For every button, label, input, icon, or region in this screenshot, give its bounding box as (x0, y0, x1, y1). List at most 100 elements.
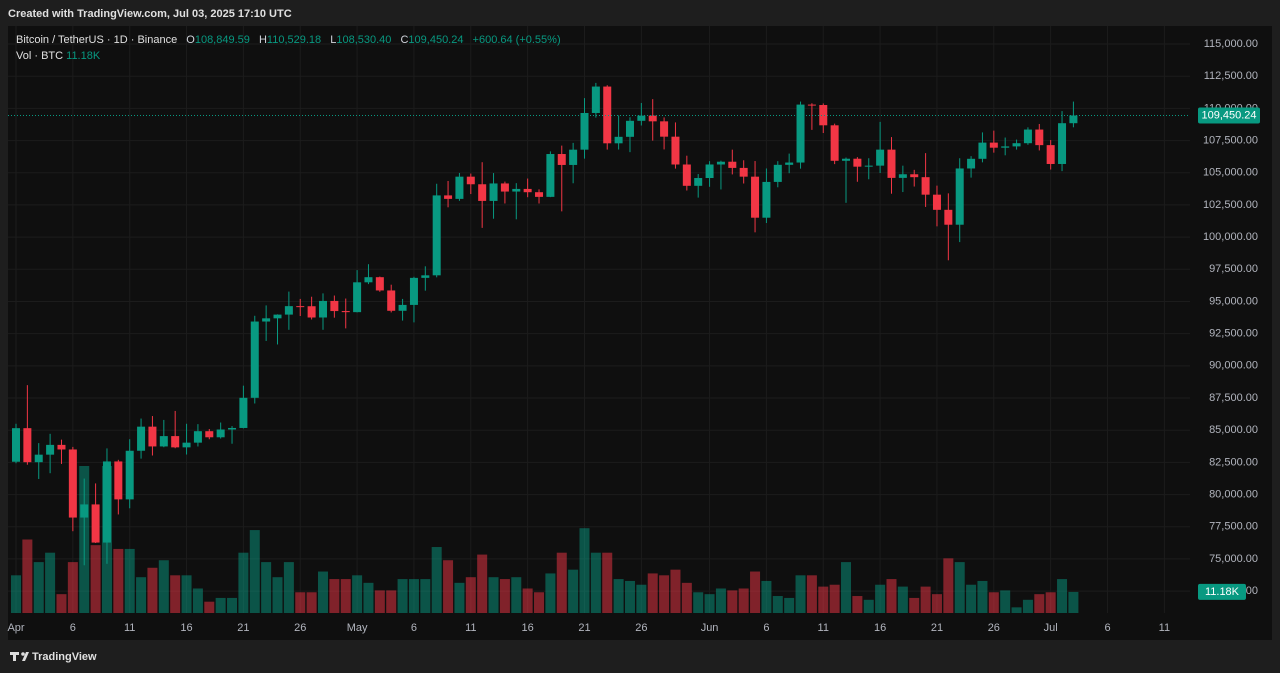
volume-bar (56, 594, 67, 613)
candle-body (682, 164, 691, 186)
x-tick-label: 11 (465, 622, 476, 634)
candle-body (785, 162, 794, 165)
candle-body (853, 158, 862, 167)
low-value: 108,530.40 (336, 34, 391, 46)
candle-body (330, 300, 339, 312)
volume-bar (499, 579, 510, 613)
volume-bar (283, 562, 294, 613)
candle-body (887, 149, 896, 178)
volume-bar (659, 575, 670, 613)
y-tick-label: 112,500.00 (1204, 70, 1258, 82)
volume-bar (33, 562, 44, 613)
open-prefix: O (186, 34, 195, 46)
candle-body (512, 188, 521, 192)
candle-body (182, 442, 191, 448)
x-tick-label: 16 (874, 622, 886, 634)
candle-body (398, 304, 407, 311)
candle-body (353, 282, 362, 313)
low-prefix: L (330, 34, 336, 46)
open-value: 108,849.59 (195, 34, 250, 46)
volume-bar (329, 579, 340, 613)
x-tick-label: Jul (1044, 622, 1058, 634)
candle-body (318, 300, 327, 318)
volume-bar (67, 562, 78, 613)
candle-body (12, 428, 20, 462)
candle-body (739, 167, 748, 177)
volume-bar (477, 554, 488, 613)
candle-body (807, 104, 816, 106)
candle-body (842, 158, 851, 161)
candle-body (455, 176, 464, 199)
candle-body (239, 397, 248, 428)
candle-body (944, 209, 953, 225)
candle-body (728, 161, 737, 168)
x-tick-label: 26 (294, 622, 306, 634)
candle-body (1023, 129, 1032, 144)
volume-value: 11.18K (66, 50, 101, 62)
x-tick-label: 26 (988, 622, 1000, 634)
volume-bar (579, 528, 590, 613)
y-tick-label: 77,500.00 (1209, 521, 1258, 533)
candle-body (375, 277, 384, 291)
volume-bar (113, 548, 124, 613)
candle-body (864, 165, 873, 167)
volume-bar (1057, 579, 1068, 613)
candle-body (159, 436, 168, 447)
candle-body (546, 154, 555, 197)
candle-body (762, 181, 771, 218)
volume-bar (829, 584, 840, 613)
volume-bar (624, 580, 635, 613)
volume-bar (22, 539, 33, 613)
volume-bar (317, 571, 328, 613)
volume-bar (772, 596, 783, 613)
volume-bar (750, 571, 761, 613)
candle-body (978, 142, 987, 159)
candle-body (57, 444, 66, 450)
volume-bar (238, 552, 249, 613)
x-tick-label: 6 (411, 622, 417, 634)
volume-bar (954, 562, 965, 613)
x-tick-label: 21 (237, 622, 249, 634)
volume-bar (227, 597, 238, 613)
candle-body (91, 504, 100, 543)
candle-body (387, 290, 396, 311)
volume-bar (158, 560, 169, 613)
candle-body (125, 450, 134, 500)
volume-bar (613, 579, 624, 613)
y-tick-label: 80,000.00 (1209, 488, 1258, 500)
candle-body (114, 461, 123, 500)
candle-body (614, 136, 623, 144)
candle-body (625, 120, 634, 137)
candle-body (694, 178, 703, 186)
volume-bar (420, 579, 431, 613)
brand-logo (10, 652, 29, 661)
volume-bar (897, 586, 908, 613)
axes: 72,500.0075,000.0077,500.0080,000.0082,5… (7, 38, 1260, 634)
x-tick-label: 11 (818, 622, 829, 634)
candle-body (432, 195, 441, 276)
volume-bar (977, 580, 988, 613)
candle-body (830, 125, 839, 161)
candle-body (307, 306, 316, 318)
candle-body (364, 277, 373, 283)
volume-bar (534, 592, 545, 613)
volume-bar (136, 577, 147, 613)
close-value: 109,450.24 (408, 34, 463, 46)
y-tick-label: 95,000.00 (1209, 295, 1258, 307)
volume-bar (45, 552, 56, 613)
candle-body (671, 136, 680, 165)
candles (12, 82, 1078, 566)
candle-body (648, 115, 657, 122)
candle-body (535, 192, 544, 197)
volume-bar (818, 586, 829, 613)
volume-bar (11, 575, 21, 613)
volume-bar (602, 552, 613, 613)
candle-body (660, 121, 669, 137)
candle-body (102, 461, 111, 543)
volume-bar (408, 579, 419, 613)
volume-bar (715, 588, 726, 613)
candle-body (444, 195, 453, 199)
x-tick-label: 11 (124, 622, 135, 634)
candle-body (705, 164, 714, 179)
